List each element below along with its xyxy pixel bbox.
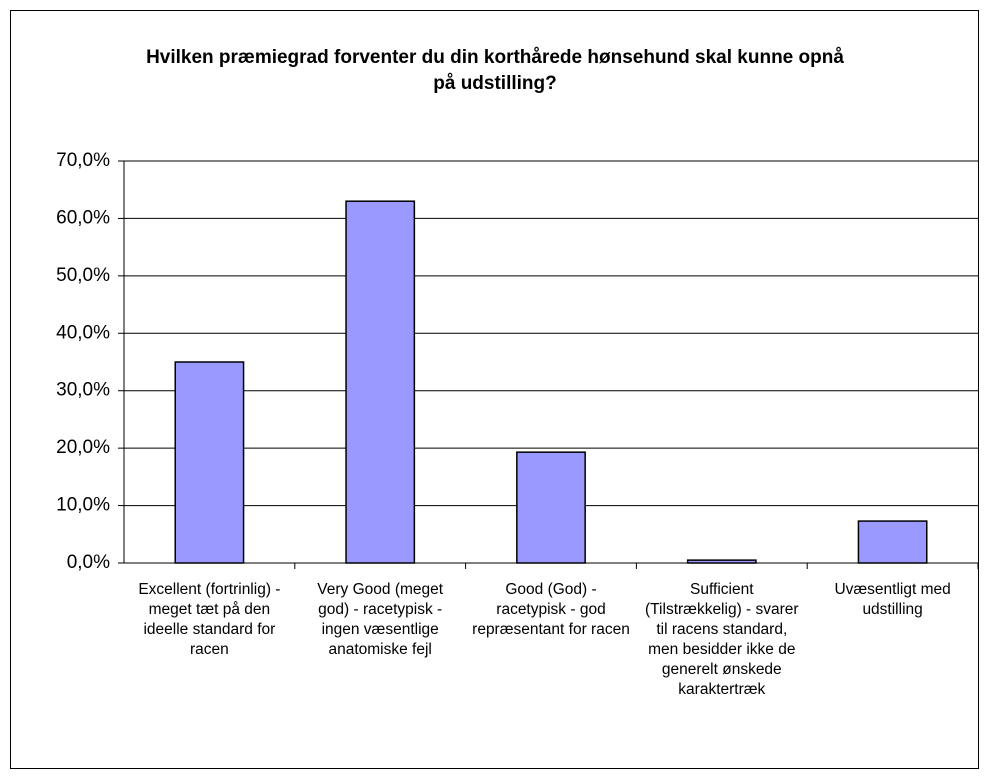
y-tick-label: 20,0%: [56, 437, 110, 458]
x-tick-label: Very Good (meget god) - racetypisk - ing…: [317, 581, 444, 658]
y-tick-label: 30,0%: [56, 380, 110, 401]
bar: [857, 520, 928, 564]
y-tick-label: 10,0%: [56, 495, 110, 516]
y-tick-label: 40,0%: [56, 322, 110, 343]
chart-border: [10, 10, 979, 769]
bar: [345, 200, 416, 564]
y-tick-label: 50,0%: [56, 265, 110, 286]
bar: [516, 451, 586, 564]
x-tick-label: Excellent (fortrinlig) - meget tæt på de…: [138, 581, 281, 658]
y-tick-label: 70,0%: [56, 150, 110, 171]
bar: [174, 361, 245, 564]
y-tick-label: 60,0%: [56, 207, 110, 228]
x-tick-label: Good (God) - racetypisk - god repræsenta…: [472, 581, 630, 638]
y-tick-label: 0,0%: [67, 552, 110, 573]
bar: [686, 559, 757, 564]
chart-title: Hvilken præmiegrad forventer du din kort…: [146, 47, 844, 94]
x-tick-label: Sufficient (Tilstrækkelig) - svarer til …: [645, 581, 799, 698]
x-tick-label: Uvæsentligt med udstilling: [834, 581, 951, 618]
